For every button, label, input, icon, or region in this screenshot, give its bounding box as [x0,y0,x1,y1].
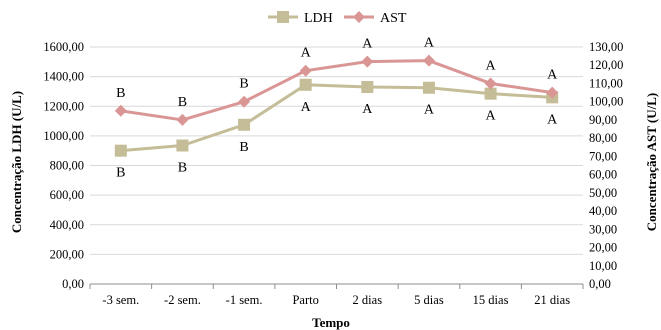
x-tick-label: Parto [292,293,318,307]
ldh-point [238,118,251,131]
ldh-significance-label: A [547,112,558,127]
ast-point [238,95,251,108]
y-right-tick-label: 90,00 [589,113,617,127]
ast-significance-label: A [362,37,373,52]
ast-point [546,86,559,99]
x-tick-label: -1 sem. [226,293,263,307]
ast-legend-label: AST [380,11,407,26]
ldh-point [299,78,312,91]
ldh-significance-label: A [424,103,435,118]
ldh-legend-label: LDH [304,11,333,26]
x-tick-label: 15 dias [473,293,509,307]
y-left-tick-label: 800,00 [50,159,84,173]
ast-significance-label: A [547,68,558,83]
ldh-point [484,87,497,100]
ast-point [422,54,435,67]
x-axis-ticks: -3 sem. -2 sem. -1 sem. Parto 2 dias 5 dias 15… [89,284,584,307]
ast-significance-label: B [239,77,248,92]
ldh-point [176,139,189,152]
ast-significance-label: B [178,95,187,110]
ast-series-line [120,59,553,122]
ast-point [299,64,312,77]
ast-significance-label: A [301,46,312,61]
ast-significance-label: A [486,58,497,73]
x-tick-label: -2 sem. [164,293,201,307]
gridlines [90,46,583,255]
y-left-tick-label: 1600,00 [43,40,84,54]
ast-legend-marker [353,11,365,23]
ldh-point [361,80,374,93]
y-left-tick-label: 200,00 [50,247,84,261]
ldh-significance-label: B [239,140,248,155]
y-right-tick-label: 70,00 [589,149,617,163]
y-left-tick-label: 400,00 [50,218,84,232]
y-right-tick-label: 100,00 [589,95,623,109]
ast-point [176,113,189,126]
x-tick-label: 21 dias [534,293,570,307]
y-right-tick-label: 40,00 [589,204,617,218]
ldh-significance-label: B [116,166,125,181]
significance-labels: B B B A A A A A B B B A A A A A [116,36,558,181]
ast-point [114,104,127,117]
y-right-tick-label: 110,00 [589,76,623,90]
y-right-tick-label: 80,00 [589,131,617,145]
ldh-point [114,144,127,157]
x-tick-label: 2 dias [353,293,383,307]
left-axis-ticks: 0,00 200,00 400,00 600,00 800,00 1000,00 1200,… [43,40,84,291]
y-left-tick-label: 1200,00 [43,99,84,113]
y-left-tick-label: 0,00 [62,277,84,291]
ldh-significance-label: A [301,100,312,115]
ast-point [484,77,497,90]
x-tick-label: 5 dias [414,293,444,307]
ldh-series-line [120,83,553,153]
x-tick-label: -3 sem. [102,293,139,307]
y-right-tick-label: 130,00 [589,40,623,54]
y-axis-left-title: Concentração LDH (U/L) [9,91,24,233]
y-right-tick-label: 50,00 [589,186,617,200]
y-right-tick-label: 120,00 [589,58,623,72]
legend: LDH AST [268,11,407,26]
series-layer [114,54,559,157]
y-axis-right-title: Concentração AST (U/L) [644,93,659,231]
ldh-significance-label: A [362,102,373,117]
right-axis-ticks: 0,00 10,00 20,00 30,00 40,00 50,00 60,00 70,00 8… [589,40,623,291]
y-right-tick-label: 60,00 [589,168,617,182]
y-right-tick-label: 20,00 [589,241,617,255]
ldh-significance-label: A [486,109,497,124]
ldh-point [422,81,435,94]
x-axis-title: Tempo [312,315,350,330]
y-left-tick-label: 1000,00 [43,129,84,143]
y-right-tick-label: 30,00 [589,222,617,236]
y-left-tick-label: 1400,00 [43,70,84,84]
ldh-significance-label: B [178,161,187,176]
y-right-tick-label: 0,00 [589,277,611,291]
y-right-tick-label: 10,00 [589,259,617,273]
ast-significance-label: B [116,86,125,101]
ast-point [361,55,374,68]
ldh-legend-marker [277,11,289,23]
ast-significance-label: A [424,36,435,51]
y-left-tick-label: 600,00 [50,188,84,202]
